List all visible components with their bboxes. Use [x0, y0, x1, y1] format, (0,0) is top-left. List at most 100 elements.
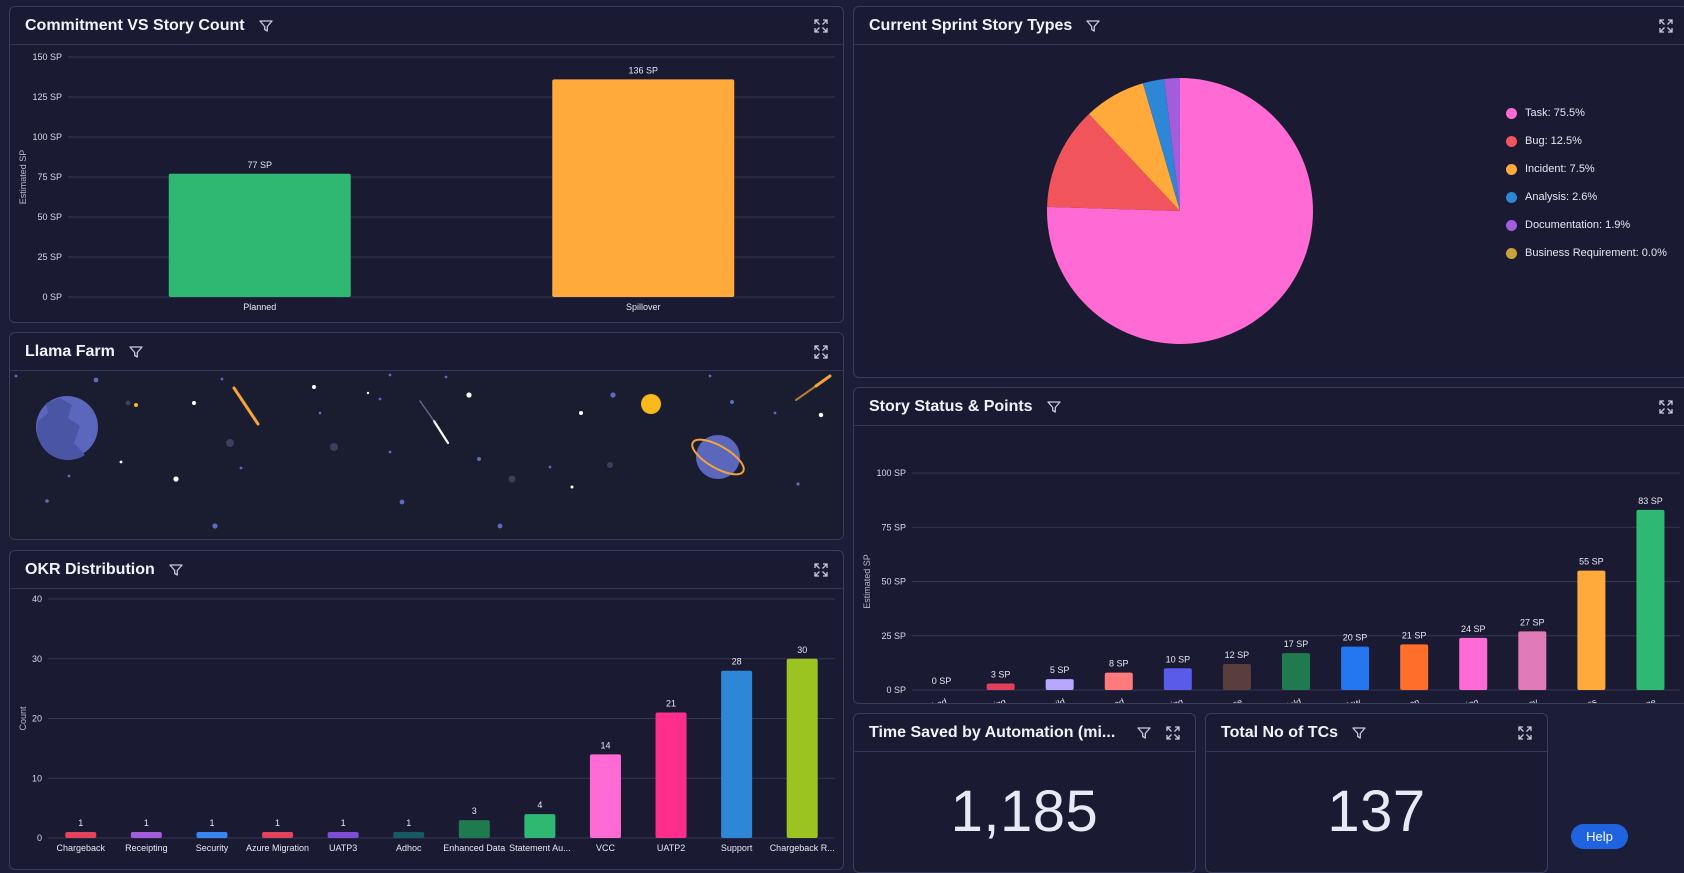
x-tick-label: VCC	[596, 843, 616, 853]
legend-item[interactable]: Documentation: 1.9%	[1506, 211, 1667, 239]
legend-item[interactable]: Business Requirement: 0.0%	[1506, 239, 1667, 267]
y-tick-label: 75 SP	[37, 172, 62, 182]
bar	[168, 173, 351, 297]
expand-icon[interactable]	[814, 344, 828, 359]
pie-legend: Task: 75.5% Bug: 12.5% Incident: 7.5% Analy…	[1506, 99, 1667, 267]
x-tick-label: Ready for testing	[1413, 696, 1480, 703]
bar	[327, 832, 359, 838]
total-tcs-value: 137	[1327, 779, 1426, 844]
filter-icon[interactable]	[169, 563, 183, 577]
bar	[1222, 663, 1251, 690]
y-tick-label: 150 SP	[32, 52, 62, 62]
expand-icon[interactable]	[1659, 18, 1673, 33]
y-tick-label: 30	[32, 654, 42, 664]
x-tick-label: Azure Migration	[246, 843, 309, 853]
expand-icon[interactable]	[1659, 399, 1673, 414]
bar	[986, 683, 1015, 690]
data-label: 1	[144, 818, 149, 828]
y-tick-label: 50 SP	[881, 577, 906, 587]
widget-header: Commitment VS Story Count	[10, 7, 843, 45]
story-status-widget: Story Status & Points 0 SP 25 SP 50 SP 75 S…	[853, 387, 1684, 704]
data-label: 30	[797, 645, 807, 655]
y-tick-label: 25 SP	[37, 252, 62, 262]
x-tick-label: In Testing	[1145, 696, 1184, 703]
story-types-widget: Current Sprint Story Types Task: 75.5% Bu…	[853, 6, 1684, 378]
x-tick-label: Support	[721, 843, 753, 853]
x-tick-label: Security	[196, 843, 229, 853]
filter-icon[interactable]	[1137, 726, 1151, 740]
bar	[1459, 637, 1488, 690]
legend-swatch	[1506, 135, 1517, 147]
help-button[interactable]: Help	[1571, 824, 1628, 849]
legend-item[interactable]: Task: 75.5%	[1506, 99, 1667, 127]
filter-icon[interactable]	[129, 345, 143, 359]
y-axis-label: Count	[18, 706, 28, 731]
planet-icon	[36, 396, 98, 461]
space-scene	[10, 371, 843, 539]
data-label: 21 SP	[1402, 630, 1427, 640]
legend-item[interactable]: Incident: 7.5%	[1506, 155, 1667, 183]
widget-title: Time Saved by Automation (mi...	[869, 723, 1116, 741]
y-tick-label: 100 SP	[32, 132, 62, 142]
pie-slice	[1164, 78, 1180, 211]
data-label: 20 SP	[1343, 633, 1368, 643]
data-label: 0 SP	[932, 676, 952, 686]
data-label: 3 SP	[991, 669, 1011, 679]
expand-icon[interactable]	[814, 18, 828, 33]
filter-icon[interactable]	[1046, 400, 1061, 414]
bar	[196, 832, 228, 838]
data-label: 136 SP	[628, 65, 658, 75]
legend-label: Analysis: 2.6%	[1525, 191, 1598, 203]
x-tick-label: In Progress	[1551, 696, 1598, 703]
data-label: 55 SP	[1579, 557, 1604, 567]
x-tick-label: On Hold	[1268, 696, 1302, 703]
x-tick-label: UATP2	[657, 843, 685, 853]
comet-icon	[232, 374, 832, 445]
x-tick-label: Failed Testing	[952, 696, 1007, 703]
x-tick-label: Chargeback R...	[770, 843, 835, 853]
widget-title: Story Status & Points	[869, 397, 1033, 415]
expand-icon[interactable]	[1518, 725, 1532, 740]
bar	[1400, 644, 1429, 690]
filter-icon[interactable]	[258, 19, 273, 33]
story-status-chart: 0 SP 25 SP 50 SP 75 SP 100 SP Estimated SP 0 S…	[862, 468, 1680, 703]
x-tick-label: Wait for Release	[1178, 696, 1244, 703]
data-label: 21	[666, 699, 676, 709]
expand-icon[interactable]	[1166, 725, 1180, 740]
widget-title: Llama Farm	[25, 342, 115, 360]
x-tick-label: Adhoc	[396, 843, 422, 853]
expand-icon[interactable]	[814, 562, 828, 577]
x-tick-label: Closed	[1096, 696, 1126, 703]
legend-swatch	[1506, 191, 1517, 203]
legend-item[interactable]: Bug: 12.5%	[1506, 127, 1667, 155]
data-label: 24 SP	[1461, 624, 1486, 634]
bar	[458, 820, 490, 838]
y-tick-label: 25 SP	[881, 631, 906, 641]
legend-item[interactable]: Analysis: 2.6%	[1506, 183, 1667, 211]
y-tick-label: 0	[37, 833, 42, 843]
bar	[786, 658, 818, 838]
bar	[393, 832, 425, 838]
filter-icon[interactable]	[1086, 19, 1100, 33]
y-tick-label: 50 SP	[37, 212, 62, 222]
data-label: 28	[732, 657, 742, 667]
data-label: 83 SP	[1638, 496, 1663, 506]
commitment-chart: 0 SP 25 SP 50 SP 75 SP 100 SP 125 SP 150 SP Est…	[18, 52, 835, 312]
y-tick-label: 20	[32, 714, 42, 724]
widget-header: Total No of TCs	[1206, 714, 1547, 752]
y-tick-label: 40	[32, 594, 42, 604]
data-label: 77 SP	[247, 160, 272, 170]
x-tick-label: Statement Au...	[509, 843, 571, 853]
x-tick-label: Chargeback	[57, 843, 106, 853]
x-tick-label: Enhanced Data	[443, 843, 505, 853]
bar	[262, 832, 294, 838]
y-axis-label: Estimated SP	[18, 150, 28, 205]
x-tick-label: Blocked	[915, 696, 949, 703]
bar	[655, 712, 687, 838]
data-label: 14	[600, 740, 610, 750]
filter-icon[interactable]	[1352, 726, 1366, 740]
bar	[1577, 570, 1606, 690]
data-label: 8 SP	[1109, 659, 1129, 669]
x-tick-label: Open	[1397, 696, 1421, 703]
legend-swatch	[1506, 247, 1517, 259]
